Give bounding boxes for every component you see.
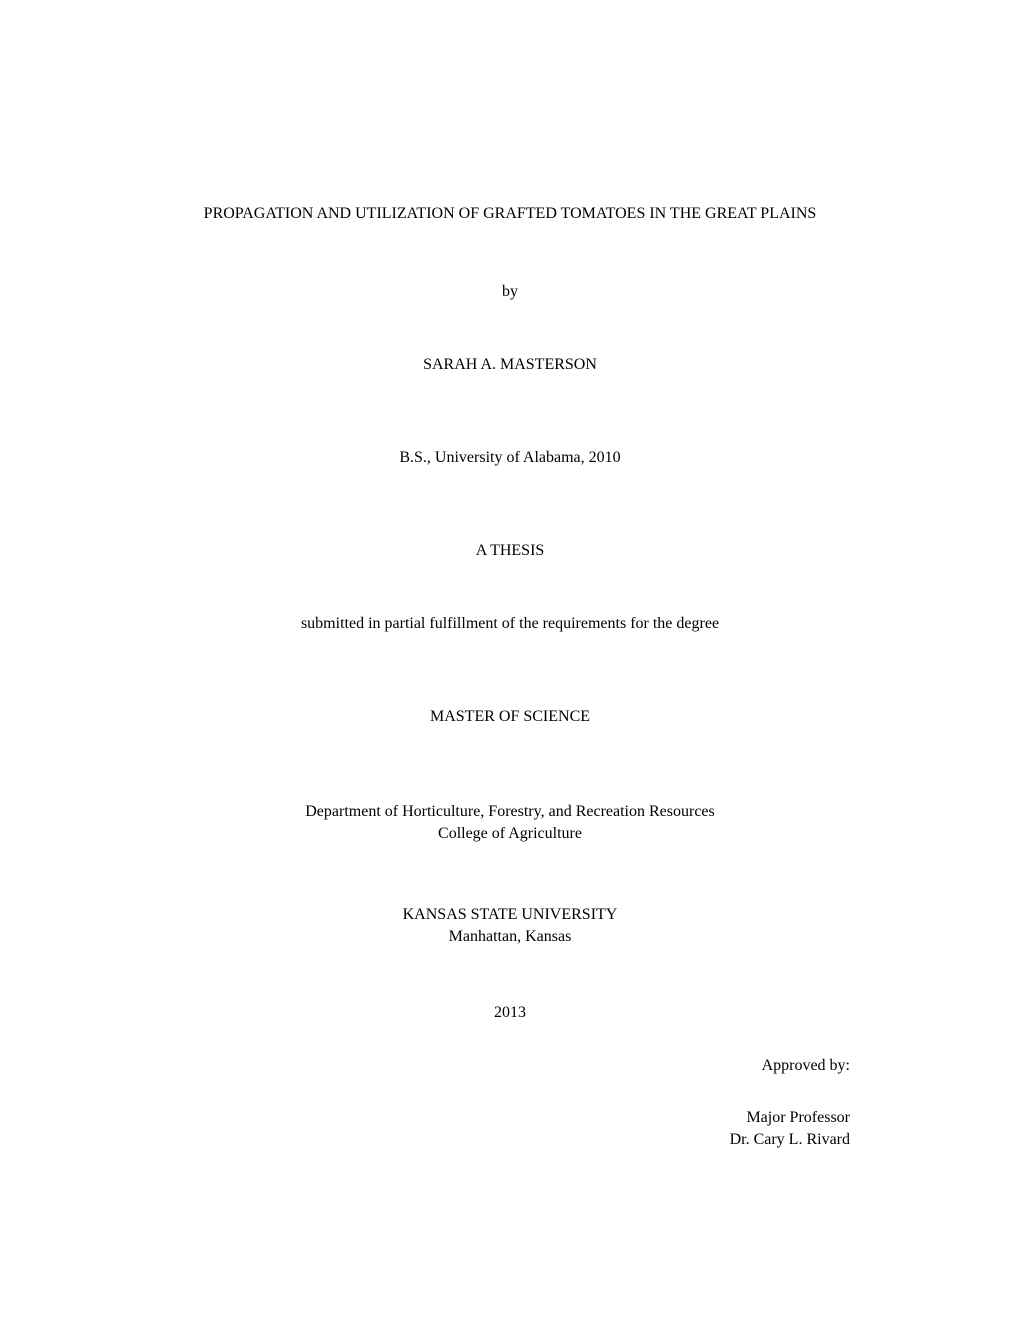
professor-block: Major Professor Dr. Cary L. Rivard [130, 1107, 890, 1152]
author-name: SARAH A. MASTERSON [130, 356, 890, 374]
year: 2013 [130, 1004, 890, 1022]
university-name: KANSAS STATE UNIVERSITY [130, 904, 890, 926]
professor-title: Major Professor [130, 1107, 850, 1129]
college-name: College of Agriculture [130, 823, 890, 845]
department-name: Department of Horticulture, Forestry, an… [130, 801, 890, 823]
prior-degree: B.S., University of Alabama, 2010 [130, 449, 890, 467]
thesis-label: A THESIS [130, 542, 890, 560]
department-block: Department of Horticulture, Forestry, an… [130, 801, 890, 846]
university-location: Manhattan, Kansas [130, 926, 890, 948]
fulfillment-text: submitted in partial fulfillment of the … [130, 615, 890, 633]
by-label: by [130, 283, 890, 301]
university-block: KANSAS STATE UNIVERSITY Manhattan, Kansa… [130, 904, 890, 949]
approved-by-label: Approved by: [130, 1057, 890, 1075]
degree-type: MASTER OF SCIENCE [130, 708, 890, 726]
thesis-title-page: PROPAGATION AND UTILIZATION OF GRAFTED T… [0, 0, 1020, 1320]
thesis-title: PROPAGATION AND UTILIZATION OF GRAFTED T… [130, 205, 890, 223]
professor-name: Dr. Cary L. Rivard [130, 1129, 850, 1151]
